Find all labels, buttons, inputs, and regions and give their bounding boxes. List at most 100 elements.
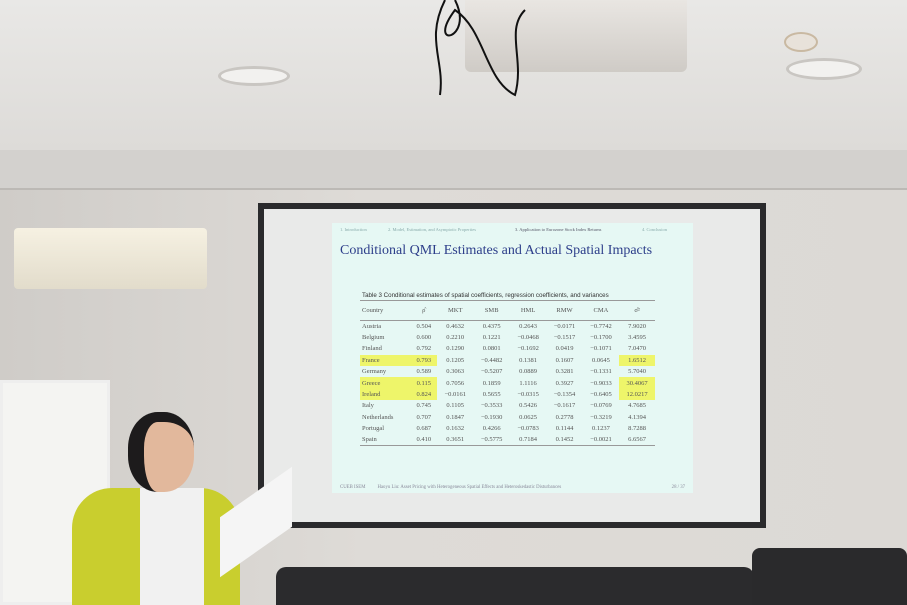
column-header: σ̂² — [634, 307, 640, 314]
table-row: Portugal 0.687 0.1632 0.4266 −0.0783 0.1144 0.… — [360, 423, 655, 434]
table-cell: 0.1381 — [519, 356, 538, 364]
nav-section-active: 3. Application to Eurozone Stock Index R… — [515, 227, 602, 232]
table-cell: 3.4595 — [628, 334, 646, 342]
column-header: ρ̂ — [422, 307, 426, 314]
table-cell: −0.0769 — [590, 402, 612, 410]
table-row: Italy 0.745 0.1105 −0.3533 0.5426 −0.1617 −0.0… — [360, 400, 655, 411]
table-cell: −0.1700 — [590, 334, 612, 342]
table-cell: −0.1930 — [480, 413, 503, 421]
table-cell: −0.1517 — [553, 334, 576, 342]
presenter-head — [128, 412, 194, 492]
table-cell: 0.1847 — [446, 413, 465, 421]
slide-title: Conditional QML Estimates and Actual Spa… — [340, 243, 653, 258]
chairs — [752, 548, 907, 605]
table-cell: 0.0645 — [591, 356, 610, 364]
column-header: CMA — [593, 307, 609, 314]
table-cell: Austria — [362, 322, 382, 330]
table-cell: 0.1144 — [555, 425, 574, 433]
table-cell: 0.2643 — [519, 322, 538, 330]
table-cell: 12.0217 — [619, 388, 655, 401]
table-cell: −0.0171 — [553, 322, 576, 330]
table-cell: 0.1859 — [482, 379, 501, 387]
table-cell: 0.7184 — [519, 436, 538, 444]
table-cell: 0.792 — [416, 345, 432, 353]
table-cell: 0.4266 — [482, 425, 501, 433]
table-cell: 0.0625 — [519, 413, 538, 421]
nav-section: 1. Introduction — [340, 227, 367, 232]
table-cell: 0.1237 — [591, 425, 610, 433]
projector-cables — [434, 0, 526, 97]
table-cell: −0.0783 — [517, 425, 539, 433]
table-cell: 0.7056 — [446, 379, 465, 387]
table-cell: 0.687 — [416, 425, 432, 433]
table-row: Austria 0.504 0.4632 0.4375 0.2643 −0.0171 −0.… — [360, 321, 655, 332]
table-cell: 5.7040 — [628, 368, 646, 376]
table-cell: 0.2210 — [446, 334, 465, 342]
table-cell: 0.5655 — [482, 391, 501, 399]
sofa — [276, 567, 754, 605]
projector — [465, 0, 687, 72]
smoke-detector — [784, 32, 818, 52]
estimates-table: Country ρ̂ MKT SMB HML RMW CMA σ̂² Austria 0.504… — [360, 300, 655, 446]
table-row: Belgium 0.600 0.2210 0.1221 −0.0468 −0.1517 −0… — [360, 332, 655, 343]
table-cell: 7.0470 — [628, 345, 646, 353]
table-cell: 0.4375 — [482, 322, 501, 330]
table-cell: −0.0315 — [517, 391, 539, 399]
table-cell: 0.1607 — [555, 356, 574, 364]
table-cell: −0.0021 — [590, 436, 612, 444]
ceiling-light — [218, 66, 290, 86]
table-row: Ireland 0.824 −0.0161 0.5655 −0.0315 −0.1354 −… — [360, 388, 655, 401]
table-cell: −0.5207 — [480, 368, 503, 376]
table-caption: Table 3 Conditional estimates of spatial… — [362, 292, 609, 299]
table-cell: 0.115 — [410, 377, 438, 389]
ceiling — [0, 0, 907, 160]
nav-section: 2. Model, Estimation, and Asymptotic Pro… — [388, 227, 476, 232]
table-cell: 0.3281 — [555, 368, 574, 376]
presentation-slide: 1. Introduction 2. Model, Estimation, an… — [332, 223, 693, 493]
page-number: 28 / 37 — [671, 485, 685, 490]
table-cell: Italy — [362, 402, 374, 410]
table-cell: Portugal — [362, 425, 385, 433]
table-cell: −0.4482 — [480, 356, 503, 364]
column-header: MKT — [448, 307, 463, 314]
table-row: France 0.793 0.1205 −0.4482 0.1381 0.1607 0.06… — [360, 354, 655, 367]
ceiling-light — [786, 58, 862, 80]
table-cell: 0.589 — [416, 368, 432, 376]
table-row: Finland 0.792 0.1290 0.0801 −0.1692 0.0419 −0.… — [360, 343, 655, 354]
table-cell: −0.1331 — [590, 368, 612, 376]
table-cell: −0.3219 — [590, 413, 612, 421]
table-cell: Spain — [362, 436, 377, 444]
table-cell: 0.1452 — [555, 436, 574, 444]
slide-footer: CUEB ISEM Haoyu Liu: Asset Pricing with … — [340, 485, 685, 490]
table-cell: 4.7685 — [628, 402, 646, 410]
table-cell: −0.3533 — [480, 402, 503, 410]
column-header: SMB — [484, 307, 499, 314]
table-cell: 0.3927 — [555, 379, 574, 387]
table-cell: Germany — [362, 368, 387, 376]
table-cell: 1.6512 — [619, 354, 655, 367]
table-cell: 6.6567 — [628, 436, 646, 444]
table-cell: −0.9033 — [590, 379, 612, 387]
table-cell: 0.4632 — [446, 322, 465, 330]
table-cell: 1.1116 — [519, 379, 537, 387]
table-cell: −0.0161 — [444, 391, 467, 399]
table-row: Germany 0.589 0.3063 −0.5207 0.0889 0.3281 −0.… — [360, 366, 655, 377]
table-cell: Ireland — [360, 388, 411, 401]
table-cell: −0.1071 — [590, 345, 612, 353]
table-cell: 0.793 — [410, 354, 438, 367]
table-row: Netherlands 0.707 0.1847 −0.1930 0.0625 0.277… — [360, 412, 655, 423]
table-row: Spain 0.410 0.3651 −0.5775 0.7184 0.1452 −0.00… — [360, 434, 655, 445]
table-cell: −0.1692 — [517, 345, 539, 353]
table-cell: 0.1632 — [446, 425, 465, 433]
table-cell: 4.1394 — [628, 413, 646, 421]
table-cell: Netherlands — [362, 413, 394, 421]
table-cell: Belgium — [362, 334, 385, 342]
table-cell: 0.0801 — [482, 345, 501, 353]
table-cell: Greece — [360, 377, 411, 389]
table-cell: 0.3651 — [446, 436, 465, 444]
ceiling-soffit — [0, 150, 907, 190]
table-cell: −0.1354 — [553, 391, 576, 399]
table-cell: 0.0889 — [519, 368, 538, 376]
table-row: Greece 0.115 0.7056 0.1859 1.1116 0.3927 −0.90… — [360, 377, 655, 389]
table-cell: −0.7742 — [590, 322, 612, 330]
